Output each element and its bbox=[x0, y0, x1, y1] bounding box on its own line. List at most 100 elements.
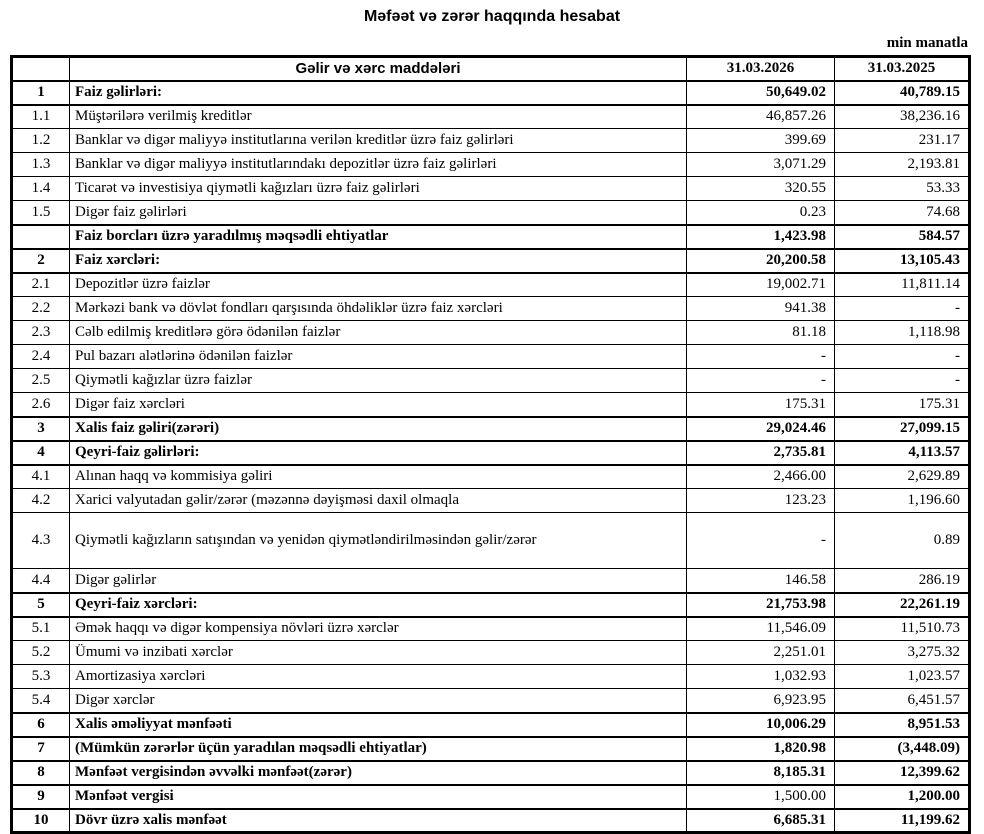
value-2025-cell: (3,448.09) bbox=[834, 735, 970, 762]
row-label-cell: Ümumi və inzibati xərclər bbox=[69, 640, 687, 665]
row-label-cell: Mənfəət vergisindən əvvəlki mənfəət(zərə… bbox=[69, 759, 687, 786]
row-num-cell: 4.2 bbox=[11, 488, 70, 513]
value-2025-cell: 6,451.57 bbox=[834, 688, 970, 713]
value-2025-cell: 1,023.57 bbox=[834, 664, 970, 689]
report-table-body: 1 Faiz gəlirləri: 50,649.02 40,789.15 1.1 Müş… bbox=[11, 79, 970, 834]
value-2026-cell: 81.18 bbox=[686, 320, 835, 345]
value-2025-cell: 11,811.14 bbox=[834, 272, 970, 297]
table-row: 4.2 Xarici valyutadan gəlir/zərər (məzənn… bbox=[11, 488, 970, 513]
row-label-cell: Dövr üzrə xalis mənfəət bbox=[69, 807, 687, 834]
row-num-cell: 1.2 bbox=[11, 128, 70, 153]
table-row: 8 Mənfəət vergisindən əvvəlki mənfəət(zər… bbox=[11, 759, 970, 786]
row-num-cell: 1.1 bbox=[11, 104, 70, 129]
table-row: 4 Qeyri-faiz gəlirləri: 2,735.81 4,113.57 bbox=[11, 439, 970, 466]
value-2025-cell: 175.31 bbox=[834, 392, 970, 417]
value-2025-cell: - bbox=[834, 368, 970, 393]
table-row: 5.3 Amortizasiya xərcləri 1,032.93 1,023.57 bbox=[11, 664, 970, 689]
value-2026-cell: 3,071.29 bbox=[686, 152, 835, 177]
value-2026-cell: 2,735.81 bbox=[686, 439, 835, 466]
row-label-cell: Pul bazarı alətlərinə ödənilən faizlər bbox=[69, 344, 687, 369]
value-2025-cell: 3,275.32 bbox=[834, 640, 970, 665]
table-row: 3 Xalis faiz gəliri(zərəri) 29,024.46 27,09… bbox=[11, 415, 970, 442]
value-2026-cell: 21,753.98 bbox=[686, 591, 835, 618]
value-2025-cell: 286.19 bbox=[834, 568, 970, 593]
value-2026-cell: 2,466.00 bbox=[686, 464, 835, 489]
value-2026-cell: - bbox=[686, 344, 835, 369]
value-2026-cell: 8,185.31 bbox=[686, 759, 835, 786]
table-row: 1.2 Banklar və digər maliyyə institutları… bbox=[11, 128, 970, 153]
row-label-cell: Digər xərclər bbox=[69, 688, 687, 713]
value-2026-cell: 10,006.29 bbox=[686, 711, 835, 738]
table-row: 7 (Mümkün zərərlər üçün yaradılan məqsədl… bbox=[11, 735, 970, 762]
row-label-cell: Cəlb edilmiş kreditlərə görə ödənilən fa… bbox=[69, 320, 687, 345]
row-label-cell: Qiymətli kağızların satışından və yenidə… bbox=[69, 512, 687, 569]
row-num-cell: 5.3 bbox=[11, 664, 70, 689]
value-2025-cell: 22,261.19 bbox=[834, 591, 970, 618]
value-2026-cell: 6,685.31 bbox=[686, 807, 835, 834]
row-num-cell: 2.5 bbox=[11, 368, 70, 393]
row-num-cell: 1.3 bbox=[11, 152, 70, 177]
row-num-cell: 5.4 bbox=[11, 688, 70, 713]
row-label-cell: Ticarət və investisiya qiymətli kağızlar… bbox=[69, 176, 687, 201]
header-date-2025: 31.03.2025 bbox=[834, 56, 970, 82]
value-2025-cell: - bbox=[834, 344, 970, 369]
row-num-cell: 5.1 bbox=[11, 616, 70, 641]
header-num-cell bbox=[11, 56, 70, 82]
value-2025-cell: 27,099.15 bbox=[834, 415, 970, 442]
table-row: 5.4 Digər xərclər 6,923.95 6,451.57 bbox=[11, 688, 970, 713]
unit-note: min manatla bbox=[886, 35, 968, 51]
row-label-cell: Xarici valyutadan gəlir/zərər (məzənnə d… bbox=[69, 488, 687, 513]
value-2025-cell: 0.89 bbox=[834, 512, 970, 569]
row-num-cell: 2.2 bbox=[11, 296, 70, 321]
row-num-cell: 8 bbox=[11, 759, 70, 786]
row-num-cell: 4.4 bbox=[11, 568, 70, 593]
table-row: 2.6 Digər faiz xərcləri 175.31 175.31 bbox=[11, 392, 970, 417]
header-items-label: Gəlir və xərc maddələri bbox=[69, 56, 687, 82]
table-row: 4.1 Alınan haqq və kommisiya gəliri 2,466.… bbox=[11, 464, 970, 489]
value-2025-cell: 4,113.57 bbox=[834, 439, 970, 466]
table-row: 2 Faiz xərcləri: 20,200.58 13,105.43 bbox=[11, 247, 970, 274]
value-2026-cell: 399.69 bbox=[686, 128, 835, 153]
row-num-cell: 2.4 bbox=[11, 344, 70, 369]
row-num-cell: 5.2 bbox=[11, 640, 70, 665]
row-num-cell: 4.1 bbox=[11, 464, 70, 489]
value-2025-cell: 8,951.53 bbox=[834, 711, 970, 738]
table-row: 4.3 Qiymətli kağızların satışından və yen… bbox=[11, 512, 970, 569]
value-2026-cell: 1,423.98 bbox=[686, 223, 835, 250]
value-2025-cell: - bbox=[834, 296, 970, 321]
row-label-cell: Qeyri-faiz gəlirləri: bbox=[69, 439, 687, 466]
row-label-cell: Amortizasiya xərcləri bbox=[69, 664, 687, 689]
value-2026-cell: 320.55 bbox=[686, 176, 835, 201]
row-label-cell: Mənfəət vergisi bbox=[69, 783, 687, 810]
row-num-cell: 1.5 bbox=[11, 200, 70, 225]
value-2026-cell: 20,200.58 bbox=[686, 247, 835, 274]
value-2025-cell: 1,196.60 bbox=[834, 488, 970, 513]
value-2026-cell: 175.31 bbox=[686, 392, 835, 417]
row-num-cell: 6 bbox=[11, 711, 70, 738]
row-label-cell: Faiz borcları üzrə yaradılmış məqsədli e… bbox=[69, 223, 687, 250]
row-label-cell: Digər faiz xərcləri bbox=[69, 392, 687, 417]
table-header-row: Gəlir və xərc maddələri 31.03.2026 31.03… bbox=[11, 56, 970, 82]
table-row: 1.5 Digər faiz gəlirləri 0.23 74.68 bbox=[11, 200, 970, 225]
value-2025-cell: 11,510.73 bbox=[834, 616, 970, 641]
value-2025-cell: 1,200.00 bbox=[834, 783, 970, 810]
row-label-cell: Digər faiz gəlirləri bbox=[69, 200, 687, 225]
value-2025-cell: 11,199.62 bbox=[834, 807, 970, 834]
value-2025-cell: 13,105.43 bbox=[834, 247, 970, 274]
value-2026-cell: - bbox=[686, 512, 835, 569]
row-num-cell: 7 bbox=[11, 735, 70, 762]
row-num-cell: 2 bbox=[11, 247, 70, 274]
value-2026-cell: 146.58 bbox=[686, 568, 835, 593]
value-2025-cell: 40,789.15 bbox=[834, 79, 970, 106]
row-label-cell: Digər gəlirlər bbox=[69, 568, 687, 593]
row-label-cell: Qiymətli kağızlar üzrə faizlər bbox=[69, 368, 687, 393]
row-num-cell bbox=[11, 223, 70, 250]
table-row: 5 Qeyri-faiz xərcləri: 21,753.98 22,261.19 bbox=[11, 591, 970, 618]
row-num-cell: 10 bbox=[11, 807, 70, 834]
value-2026-cell: 6,923.95 bbox=[686, 688, 835, 713]
row-label-cell: (Mümkün zərərlər üçün yaradılan məqsədli… bbox=[69, 735, 687, 762]
value-2026-cell: 1,032.93 bbox=[686, 664, 835, 689]
value-2026-cell: 123.23 bbox=[686, 488, 835, 513]
row-label-cell: Əmək haqqı və digər kompensiya növləri ü… bbox=[69, 616, 687, 641]
value-2026-cell: - bbox=[686, 368, 835, 393]
